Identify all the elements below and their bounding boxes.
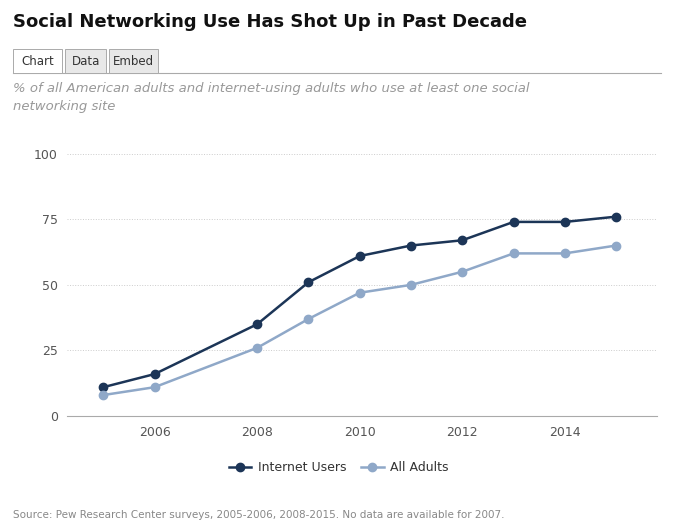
Legend: Internet Users, All Adults: Internet Users, All Adults xyxy=(224,456,454,480)
Text: Data: Data xyxy=(71,55,100,68)
Text: Chart: Chart xyxy=(22,55,54,68)
Text: Embed: Embed xyxy=(113,55,154,68)
Text: Source: Pew Research Center surveys, 2005-2006, 2008-2015. No data are available: Source: Pew Research Center surveys, 200… xyxy=(13,510,505,520)
Text: Social Networking Use Has Shot Up in Past Decade: Social Networking Use Has Shot Up in Pas… xyxy=(13,13,528,31)
Text: % of all American adults and internet-using adults who use at least one social
n: % of all American adults and internet-us… xyxy=(13,82,530,113)
